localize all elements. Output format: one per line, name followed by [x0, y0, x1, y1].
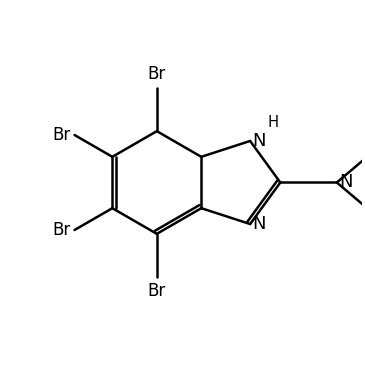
Text: Br: Br	[148, 282, 166, 300]
Text: H: H	[267, 115, 278, 130]
Text: Br: Br	[148, 65, 166, 83]
Text: N: N	[253, 132, 266, 150]
Text: N: N	[253, 215, 266, 233]
Text: Br: Br	[52, 221, 70, 239]
Text: Br: Br	[52, 126, 70, 144]
Text: N: N	[339, 173, 352, 192]
